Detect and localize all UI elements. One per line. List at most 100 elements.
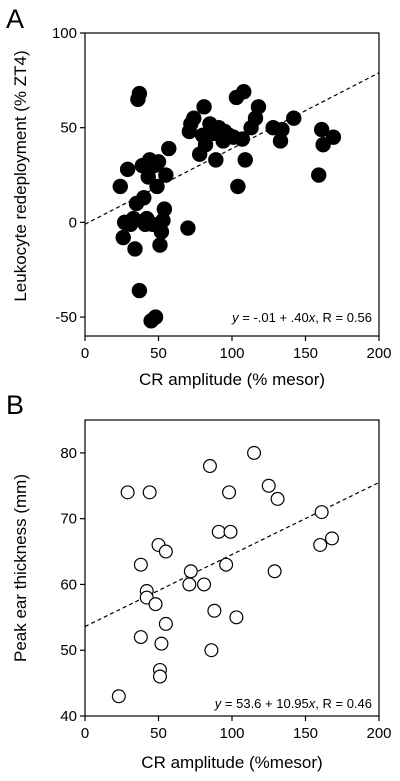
- panel-a-data-point: [286, 110, 302, 126]
- panel-a-data-point: [161, 140, 177, 157]
- panel-a-x-tick-label: 150: [293, 345, 318, 362]
- panel-b-axes: 0 50 100 150 200 40 50 60 70 80: [60, 445, 391, 742]
- panel-b-data-point: [158, 616, 173, 631]
- panel-b-data-point: [267, 564, 282, 579]
- panel-b-data-point: [247, 445, 262, 460]
- panel-a-data-point: [230, 178, 246, 195]
- panel-b-letter: B: [6, 390, 24, 420]
- panel-a-eq-y: y: [231, 310, 240, 325]
- panel-a-x-tick-label: 50: [150, 345, 167, 362]
- panel-a-data-point: [313, 121, 330, 138]
- panel-b-eq-x: x: [308, 696, 316, 711]
- panel-b-data-point: [211, 524, 226, 539]
- panel-b-eq-middle: = 53.6 + 10.95: [221, 696, 308, 711]
- panel-b-x-tick-label: 0: [81, 725, 89, 742]
- panel-a-y-tick-label: -50: [55, 309, 77, 326]
- panel-b-data-point: [120, 485, 135, 500]
- panel-b-y-axis-label: Peak ear thickness (mm): [11, 474, 30, 662]
- panel-b-data-point: [142, 485, 157, 500]
- panel-b-eq-r: , R = 0.46: [315, 696, 372, 711]
- panel-a-data-point: [236, 84, 252, 100]
- panel-b-x-tick-label: 50: [150, 725, 167, 742]
- panel-b-data-point: [197, 577, 212, 592]
- panel-a-data-point: [158, 167, 174, 183]
- panel-a-data-point: [325, 129, 342, 145]
- panel-b-data-point: [152, 669, 167, 684]
- panel-a-data-point: [234, 131, 250, 147]
- panel-a-data-point: [131, 282, 148, 299]
- panel-b-x-tick-label: 150: [293, 725, 318, 742]
- panel-b: B 0 50 100 150 200 40 50 60 70 80 y = 53.6 + 10.9…: [6, 390, 392, 772]
- panel-a-data-point: [112, 178, 128, 195]
- panel-b-data-point: [204, 643, 219, 658]
- panel-a-data-point: [237, 152, 253, 168]
- panel-b-points: [111, 445, 339, 704]
- panel-b-regression-line: [84, 481, 380, 628]
- panel-b-data-point: [222, 485, 237, 500]
- panel-b-data-point: [182, 577, 197, 592]
- panel-a-x-tick-label: 0: [81, 345, 89, 362]
- panel-b-data-point: [148, 597, 163, 612]
- panel-b-data-point: [261, 478, 276, 493]
- panel-a-axes: 0 50 100 150 200 -50 0 50 100: [52, 25, 392, 362]
- panel-b-data-point: [219, 557, 234, 572]
- panel-a-data-point: [127, 241, 143, 257]
- panel-a-data-point: [186, 110, 202, 126]
- panel-a-y-tick-label: 0: [69, 214, 77, 231]
- panel-b-y-tick-label: 80: [60, 445, 77, 462]
- panel-b-data-point: [314, 505, 329, 520]
- panel-b-data-point: [158, 544, 173, 559]
- panel-b-fit-line: [84, 481, 380, 628]
- panel-a-regression-line: [84, 72, 380, 225]
- panel-b-y-tick-label: 70: [60, 511, 77, 528]
- panel-b-y-tick-label: 60: [60, 576, 77, 593]
- panel-b-data-point: [207, 603, 222, 618]
- panel-b-x-axis-label: CR amplitude (%mesor): [141, 753, 322, 772]
- panel-b-data-point: [324, 531, 339, 546]
- panel-a: A 0 50 100 150 200 -50 0 50 100 y = -.01 + .40x,…: [6, 4, 392, 389]
- panel-a-fit-line: [84, 72, 380, 225]
- panel-b-data-point: [202, 459, 217, 474]
- panel-a-data-point: [136, 190, 152, 206]
- panel-a-data-point: [152, 237, 168, 253]
- panel-b-data-point: [270, 491, 285, 506]
- panel-a-data-point: [115, 229, 131, 246]
- panel-b-y-tick-label: 40: [60, 708, 77, 725]
- panel-a-y-tick-label: 100: [52, 25, 77, 42]
- panel-b-y-tick-label: 50: [60, 642, 77, 659]
- panel-a-y-axis-label: Leukocyte redeployment (% ZT4): [11, 50, 30, 301]
- panel-a-data-point: [250, 99, 267, 115]
- panel-b-eq-y: y: [214, 696, 223, 711]
- panel-a-eq-r: , R = 0.56: [315, 310, 372, 325]
- panel-a-y-tick-label: 50: [60, 120, 77, 137]
- panel-a-data-point: [311, 167, 327, 183]
- panel-a-data-point: [150, 154, 167, 170]
- panel-a-data-point: [156, 201, 173, 217]
- panel-a-data-point: [147, 309, 164, 325]
- panel-b-data-point: [223, 524, 238, 539]
- panel-a-eq-middle: = -.01 + .40: [239, 310, 309, 325]
- panel-b-data-point: [111, 689, 126, 704]
- panel-a-equation: y = -.01 + .40x, R = 0.56: [231, 310, 372, 325]
- panel-a-data-point: [274, 121, 290, 138]
- panel-a-data-point: [315, 137, 331, 153]
- panel-b-data-point: [183, 564, 198, 579]
- panel-a-letter: A: [6, 4, 24, 34]
- panel-a-data-point: [149, 178, 165, 195]
- panel-a-x-tick-label: 200: [366, 345, 391, 362]
- panel-a-data-point: [180, 220, 196, 236]
- panel-a-x-tick-label: 100: [219, 345, 244, 362]
- panel-a-data-point: [196, 99, 212, 115]
- panel-a-x-axis-label: CR amplitude (% mesor): [139, 370, 325, 389]
- panel-a-data-point: [131, 85, 148, 102]
- panel-a-eq-x: x: [308, 310, 316, 325]
- panel-b-data-point: [154, 636, 169, 651]
- panel-a-data-point: [119, 161, 136, 178]
- panel-a-points: [112, 84, 342, 329]
- panel-a-data-point: [208, 152, 224, 168]
- panel-b-data-point: [133, 557, 148, 572]
- panel-b-x-tick-label: 200: [366, 725, 391, 742]
- panel-b-data-point: [313, 537, 328, 552]
- panel-b-equation: y = 53.6 + 10.95x, R = 0.46: [214, 696, 372, 711]
